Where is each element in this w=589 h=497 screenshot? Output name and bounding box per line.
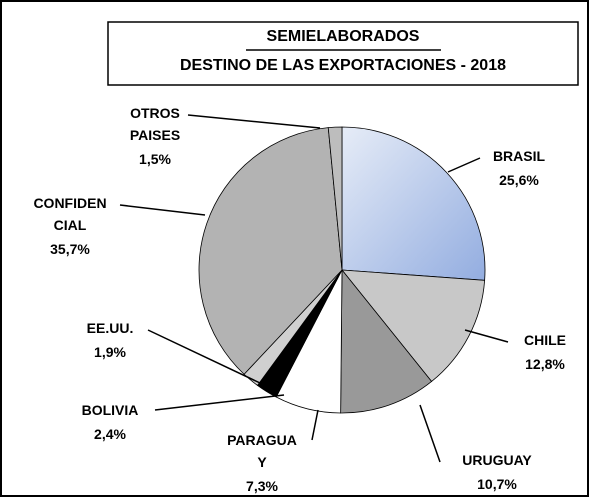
leader-line bbox=[187, 114, 321, 129]
chart-title: SEMIELABORADOS bbox=[266, 28, 420, 45]
slice-label: CONFIDEN CIAL bbox=[33, 195, 107, 233]
value-label: 25,6% bbox=[499, 172, 539, 188]
slice-label: OTROS PAISES bbox=[129, 105, 181, 143]
pie-slice bbox=[340, 268, 433, 414]
value-label: 35,7% bbox=[50, 241, 90, 257]
leader-line bbox=[147, 329, 261, 384]
pie-slice bbox=[327, 126, 343, 271]
value-label: 7,3% bbox=[246, 478, 278, 494]
value-label: 10,7% bbox=[477, 476, 517, 492]
slice-label: BOLIVIA bbox=[81, 402, 139, 418]
pie-slice bbox=[341, 126, 486, 281]
value-label: 1,5% bbox=[139, 151, 171, 167]
pie-slice bbox=[341, 269, 486, 383]
leader-line bbox=[464, 329, 509, 343]
slice-label: PARAGUA Y bbox=[227, 432, 297, 470]
slice-label: BRASIL bbox=[492, 148, 546, 164]
leader-line bbox=[154, 394, 285, 411]
slice-label: URUGUAY bbox=[462, 452, 532, 468]
chart-subtitle: DESTINO DE LAS EXPORTACIONES - 2018 bbox=[180, 57, 506, 74]
pie-slice bbox=[198, 127, 343, 375]
title-box bbox=[107, 21, 579, 86]
leader-line bbox=[311, 409, 319, 441]
slice-label: CHILE bbox=[524, 332, 566, 348]
value-label: 2,4% bbox=[94, 426, 126, 442]
leader-line bbox=[419, 404, 441, 463]
leader-line bbox=[119, 204, 206, 216]
value-label: 12,8% bbox=[525, 356, 565, 372]
slice-label: EE.UU. bbox=[86, 320, 134, 336]
value-label: 1,9% bbox=[94, 344, 126, 360]
leader-line bbox=[447, 157, 481, 173]
